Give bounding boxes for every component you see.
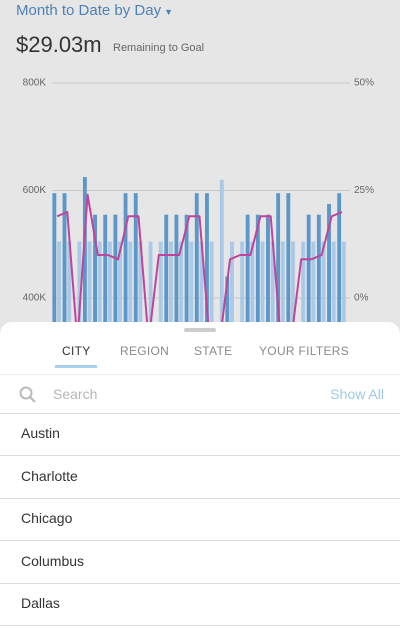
- bar: [276, 193, 281, 322]
- y2-tick-label: 25%: [354, 185, 374, 196]
- bar: [316, 214, 321, 322]
- bar: [97, 241, 102, 322]
- bar: [321, 241, 326, 322]
- bar: [209, 241, 214, 322]
- bar: [225, 276, 230, 322]
- bar: [219, 179, 224, 322]
- bar: [255, 214, 260, 322]
- bar: [67, 241, 72, 322]
- bar: [148, 241, 153, 322]
- chart: 400K 600K 800K 0% 25% 50%: [23, 78, 374, 322]
- bar: [138, 241, 143, 322]
- bar: [52, 193, 57, 322]
- tab-bar: CITY REGION STATE YOUR FILTERS: [0, 342, 400, 375]
- city-name: Dallas: [21, 595, 60, 611]
- y-tick-label: 400K: [23, 293, 47, 304]
- bar: [93, 214, 97, 322]
- y-tick-label: 600K: [23, 185, 47, 196]
- bar: [189, 241, 194, 322]
- bar: [62, 193, 67, 322]
- bar: [250, 241, 255, 322]
- bar: [179, 241, 184, 322]
- bar: [260, 241, 265, 322]
- tab[interactable]: REGION: [120, 344, 170, 358]
- bar: [291, 241, 295, 322]
- bar: [306, 214, 311, 322]
- bar: [174, 214, 179, 322]
- bar: [286, 193, 291, 322]
- bar: [77, 241, 82, 322]
- bar: [103, 214, 108, 322]
- bar: [184, 214, 189, 322]
- bar: [199, 241, 204, 322]
- active-tab-indicator: [55, 365, 97, 368]
- bar: [57, 241, 61, 322]
- chart-panel: Month to Date by Day ▼ $29.03m Remaining …: [16, 2, 374, 322]
- bar: [168, 241, 173, 322]
- bar: [194, 193, 199, 322]
- tab[interactable]: YOUR FILTERS: [259, 344, 350, 358]
- dropdown-caret: ▼: [164, 7, 173, 17]
- bar: [128, 241, 133, 322]
- search-input[interactable]: Search: [53, 386, 98, 402]
- city-name: Austin: [21, 425, 60, 441]
- bar: [113, 214, 118, 322]
- city-name: Charlotte: [21, 467, 78, 484]
- bar: [230, 241, 234, 322]
- city-item[interactable]: Chicago: [0, 498, 400, 541]
- amount: $29.03m: [16, 32, 102, 57]
- y2-tick-label: 50%: [354, 78, 374, 89]
- filter-sheet: CITY REGION STATE YOUR FILTERS Search Sh…: [0, 322, 400, 628]
- search-icon: [19, 386, 36, 403]
- bar: [341, 241, 346, 322]
- bar: [133, 193, 138, 322]
- y2-tick-label: 0%: [354, 293, 369, 304]
- bar: [164, 214, 169, 322]
- city-item[interactable]: Austin: [0, 413, 400, 456]
- search-row: Search Show All: [0, 375, 400, 414]
- city-item[interactable]: Dallas: [0, 583, 400, 626]
- bar: [301, 241, 306, 322]
- bar: [87, 241, 92, 322]
- city-name: Chicago: [21, 510, 73, 526]
- bar: [266, 214, 270, 322]
- bar: [327, 203, 331, 322]
- bar: [118, 241, 122, 322]
- bar: [82, 177, 87, 322]
- drag-handle[interactable]: [184, 328, 216, 332]
- bar: [205, 193, 209, 322]
- bar: [158, 241, 163, 322]
- amount-note: Remaining to Goal: [113, 42, 205, 54]
- bar: [337, 193, 342, 322]
- show-all-button[interactable]: Show All: [330, 386, 384, 402]
- tab[interactable]: STATE: [194, 344, 233, 358]
- report-title[interactable]: Month to Date by Day ▼: [16, 2, 173, 19]
- bar: [280, 241, 285, 322]
- bar: [245, 214, 250, 322]
- city-item[interactable]: Charlotte: [0, 456, 400, 499]
- bar: [123, 193, 128, 322]
- tab[interactable]: CITY: [62, 344, 91, 358]
- bar: [240, 241, 245, 322]
- bar: [270, 241, 275, 322]
- bar: [331, 241, 336, 322]
- title-text: Month to Date by Day: [16, 2, 162, 19]
- y-tick-label: 800K: [23, 78, 47, 89]
- city-item[interactable]: Columbus: [0, 541, 400, 584]
- line: [56, 193, 343, 322]
- bar: [107, 241, 112, 322]
- city-name: Columbus: [21, 552, 85, 569]
- bar: [311, 241, 316, 322]
